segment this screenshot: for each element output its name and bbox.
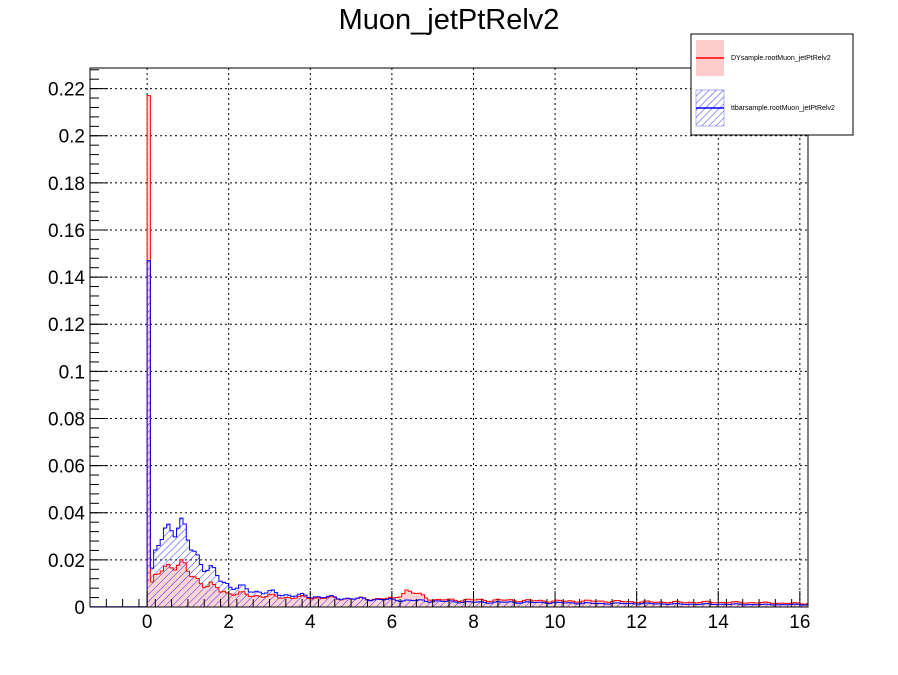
y-tick-label: 0.04 [48,504,85,525]
x-tick-label: 14 [708,612,730,633]
y-tick-label: 0.02 [48,551,85,572]
x-tick-label: 16 [789,612,810,633]
x-tick-label: 4 [305,612,316,633]
plot-frame [89,67,809,608]
y-tick-label: 0.08 [48,409,85,430]
grid [90,68,808,607]
x-tick-label: 12 [626,612,647,633]
x-tick-label: 6 [387,612,398,633]
y-tick-label: 0.12 [48,315,85,336]
y-tick-label: 0.06 [48,457,85,478]
histograms [90,95,808,607]
x-tick-label: 10 [544,612,565,633]
y-tick-label: 0.16 [48,221,85,242]
y-tick-label: 0 [74,598,85,619]
x-tick-label: 8 [468,612,479,633]
y-tick-label: 0.18 [48,174,85,195]
legend-label-dy: DYsample.rootMuon_jetPtRelv2 [731,55,831,62]
histogram-fill-dy [147,95,808,607]
x-axis: 0 2 4 6 8 10 12 14 16 [105,591,810,633]
y-tick-label: 0.14 [48,268,85,289]
y-tick-label: 0.2 [59,127,85,148]
x-tick-label: 2 [223,612,234,633]
chart-title: Muon_jetPtRelv2 [339,4,560,36]
legend: DYsample.rootMuon_jetPtRelv2 ttbarsample… [690,33,854,136]
legend-label-ttbar: ttbarsample.rootMuon_jetPtRelv2 [731,105,835,112]
y-tick-label: 0.1 [59,362,85,383]
histogram-fill-ttbar [147,260,808,607]
histogram-line-ttbar [146,260,808,607]
histogram-line-dy [146,95,808,607]
y-axis: 0 0.02 0.04 0.06 0.08 0.1 0.12 0.14 0.16 0.18 0.2 0… [48,69,108,619]
x-tick-label: 0 [142,612,153,633]
y-tick-label: 0.22 [48,80,85,101]
